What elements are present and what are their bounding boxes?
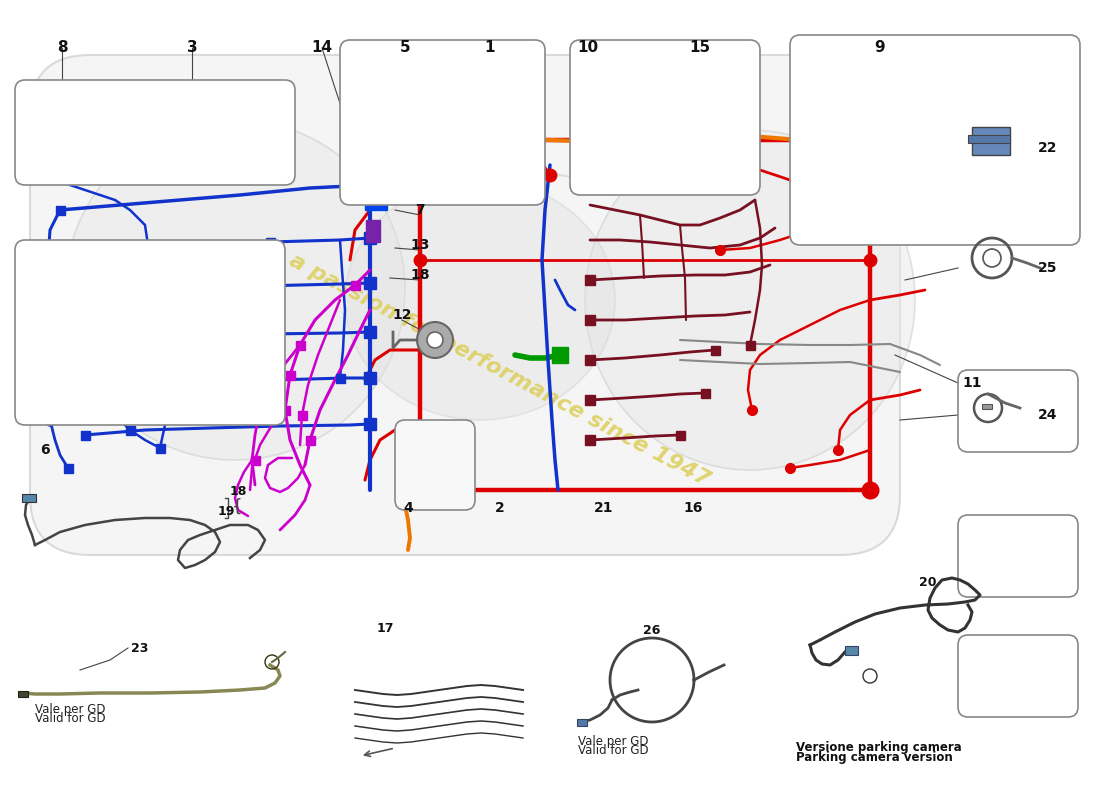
Bar — [585, 395, 595, 405]
FancyBboxPatch shape — [15, 80, 295, 185]
Bar — [701, 389, 710, 398]
FancyBboxPatch shape — [30, 55, 900, 555]
Text: 4: 4 — [403, 501, 412, 515]
Text: {: { — [232, 498, 243, 516]
Text: Valid for GD: Valid for GD — [578, 743, 649, 757]
Bar — [364, 326, 376, 338]
Bar — [364, 179, 376, 191]
Bar — [578, 719, 587, 726]
Bar — [297, 410, 307, 419]
Text: 2: 2 — [495, 501, 505, 515]
Text: 18: 18 — [410, 268, 430, 282]
Text: Parking camera version: Parking camera version — [796, 750, 953, 763]
Bar — [968, 135, 1010, 143]
FancyBboxPatch shape — [15, 240, 285, 425]
Bar — [286, 370, 295, 379]
Bar — [18, 691, 28, 697]
FancyBboxPatch shape — [958, 635, 1078, 717]
Bar — [84, 381, 92, 390]
Text: 16: 16 — [683, 501, 703, 515]
Bar — [585, 275, 595, 285]
Text: 13: 13 — [410, 238, 430, 252]
Bar — [306, 435, 315, 445]
Text: 22: 22 — [1038, 141, 1058, 155]
Text: 24: 24 — [1038, 408, 1058, 422]
Bar — [365, 140, 387, 175]
Text: 21: 21 — [594, 501, 614, 515]
FancyBboxPatch shape — [958, 370, 1078, 452]
Bar — [351, 281, 360, 290]
FancyBboxPatch shape — [395, 420, 475, 510]
Text: 7: 7 — [415, 203, 425, 217]
Text: Valid for GD: Valid for GD — [35, 711, 106, 725]
Text: 19: 19 — [218, 505, 235, 518]
Text: 11: 11 — [962, 376, 981, 390]
Bar — [366, 220, 379, 242]
Bar — [364, 277, 376, 289]
Bar — [982, 404, 992, 409]
Bar — [552, 347, 568, 363]
Bar — [845, 646, 858, 655]
Bar — [296, 341, 305, 350]
Bar — [365, 182, 387, 210]
Bar — [585, 315, 595, 325]
Bar — [155, 443, 165, 453]
Bar — [70, 341, 79, 350]
Bar — [261, 370, 270, 379]
Bar — [364, 372, 376, 384]
Text: 3: 3 — [187, 41, 197, 55]
Text: 9: 9 — [874, 41, 886, 55]
Text: a passion for performance since 1947: a passion for performance since 1947 — [286, 250, 714, 490]
Bar — [251, 455, 260, 465]
Text: 15: 15 — [690, 41, 711, 55]
Text: 5: 5 — [399, 41, 410, 55]
FancyBboxPatch shape — [790, 35, 1080, 245]
Circle shape — [417, 322, 453, 358]
Bar — [280, 406, 289, 414]
Bar — [972, 127, 1010, 155]
Text: Vale per GD: Vale per GD — [578, 735, 649, 749]
Text: Vale per GD: Vale per GD — [35, 703, 106, 717]
Bar — [80, 430, 89, 439]
Ellipse shape — [65, 120, 405, 460]
Text: 20: 20 — [920, 575, 937, 589]
Bar — [265, 238, 275, 246]
Text: 8: 8 — [57, 41, 67, 55]
Bar — [364, 418, 376, 430]
FancyBboxPatch shape — [958, 515, 1078, 597]
Bar — [711, 346, 719, 354]
Bar — [96, 301, 104, 310]
Text: 26: 26 — [644, 623, 661, 637]
Text: 23: 23 — [131, 642, 149, 654]
Bar — [675, 430, 684, 439]
Bar — [336, 374, 344, 382]
Text: 17: 17 — [376, 622, 394, 634]
Bar — [125, 426, 134, 434]
Bar — [585, 435, 595, 445]
Circle shape — [427, 332, 443, 348]
Text: 18: 18 — [230, 485, 248, 498]
Text: 6: 6 — [41, 443, 50, 457]
Bar — [64, 463, 73, 473]
Text: 10: 10 — [578, 41, 598, 55]
Bar — [76, 250, 85, 259]
Text: 1: 1 — [485, 41, 495, 55]
Bar — [22, 494, 36, 502]
Bar — [55, 206, 65, 214]
Bar — [585, 355, 595, 365]
Bar — [364, 232, 376, 244]
Bar — [746, 341, 755, 350]
Text: 12: 12 — [393, 308, 411, 322]
FancyBboxPatch shape — [570, 40, 760, 195]
Text: 14: 14 — [311, 41, 332, 55]
Text: Versione parking camera: Versione parking camera — [796, 742, 961, 754]
Text: 25: 25 — [1038, 261, 1058, 275]
Ellipse shape — [345, 180, 615, 420]
FancyBboxPatch shape — [340, 40, 544, 205]
Ellipse shape — [585, 130, 915, 470]
